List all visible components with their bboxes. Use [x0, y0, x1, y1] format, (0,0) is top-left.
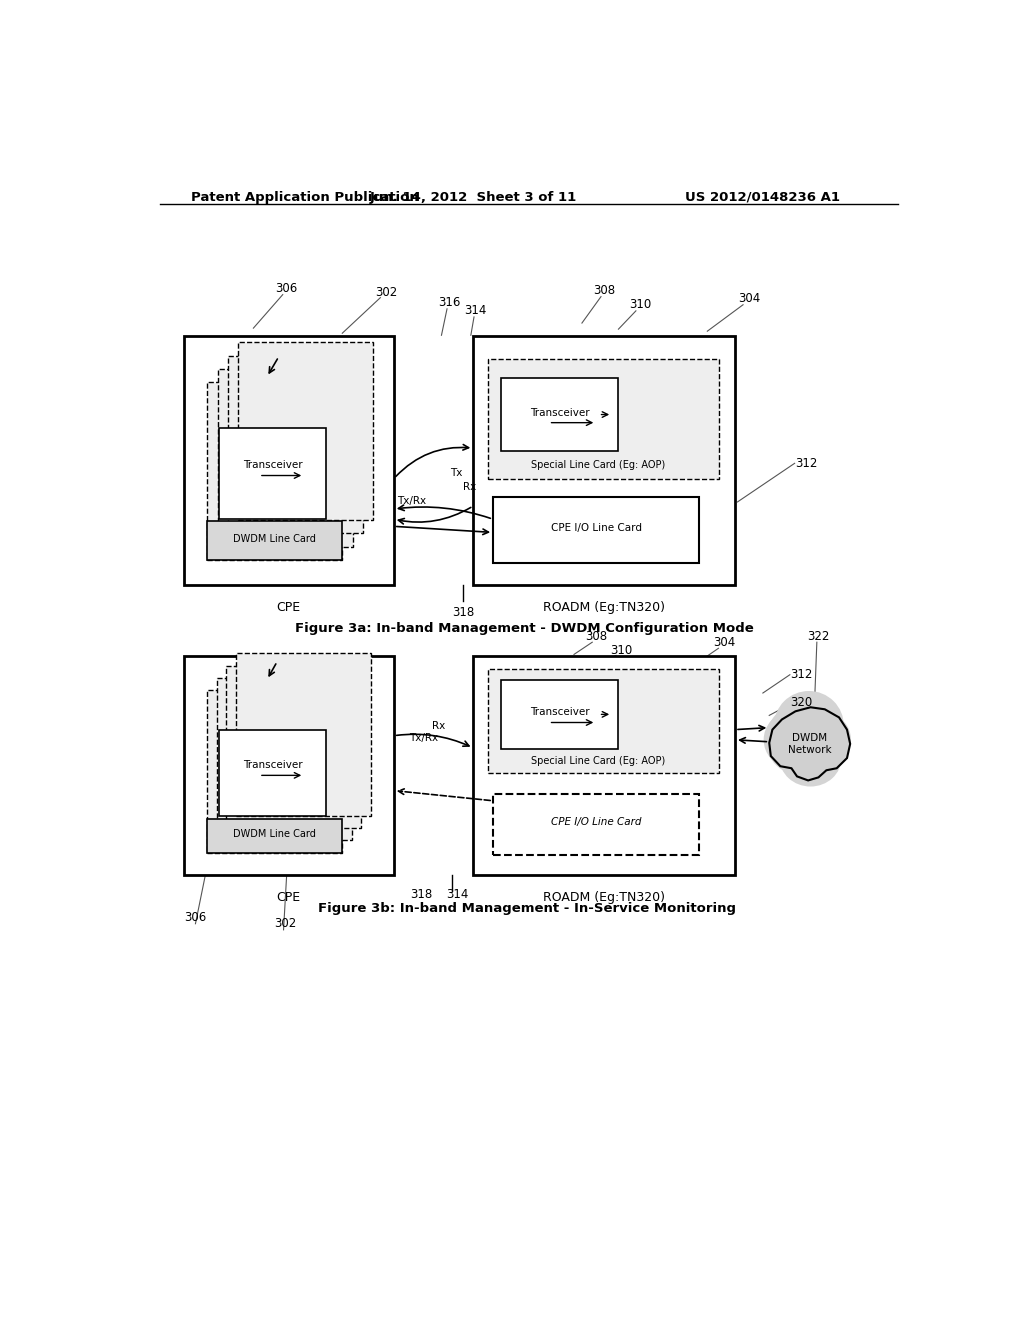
- Text: US 2012/0148236 A1: US 2012/0148236 A1: [685, 190, 841, 203]
- FancyBboxPatch shape: [207, 690, 342, 853]
- Text: Figure 3b: In-band Management - In-Service Monitoring: Figure 3b: In-band Management - In-Servi…: [318, 902, 736, 915]
- Text: Patent Application Publication: Patent Application Publication: [191, 190, 419, 203]
- FancyBboxPatch shape: [239, 342, 373, 520]
- Text: Transceiver: Transceiver: [244, 461, 303, 470]
- Text: 310: 310: [630, 298, 652, 312]
- Text: Transceiver: Transceiver: [529, 408, 590, 417]
- FancyBboxPatch shape: [473, 337, 735, 585]
- Polygon shape: [769, 708, 850, 780]
- Text: Transceiver: Transceiver: [529, 708, 590, 717]
- Text: CPE: CPE: [276, 601, 300, 614]
- Text: 310: 310: [610, 644, 633, 657]
- Text: Rx: Rx: [432, 721, 445, 730]
- Text: Transceiver: Transceiver: [244, 760, 303, 770]
- Text: 320: 320: [790, 696, 812, 709]
- Text: 308: 308: [593, 284, 615, 297]
- Text: CPE I/O Line Card: CPE I/O Line Card: [551, 817, 641, 828]
- Text: Tx/Rx: Tx/Rx: [397, 496, 427, 506]
- FancyBboxPatch shape: [473, 656, 735, 875]
- Text: DWDM Line Card: DWDM Line Card: [233, 829, 316, 840]
- Ellipse shape: [774, 690, 844, 760]
- FancyBboxPatch shape: [226, 665, 361, 828]
- Text: CPE: CPE: [276, 891, 300, 904]
- Text: ROADM (Eg:TN320): ROADM (Eg:TN320): [543, 891, 666, 904]
- FancyBboxPatch shape: [494, 496, 699, 562]
- FancyBboxPatch shape: [219, 428, 327, 519]
- Text: DWDM Line Card: DWDM Line Card: [233, 533, 316, 544]
- Text: 302: 302: [274, 917, 296, 931]
- Text: Special Line Card (Eg: AOP): Special Line Card (Eg: AOP): [531, 461, 666, 470]
- FancyBboxPatch shape: [228, 355, 362, 533]
- Text: ROADM (Eg:TN320): ROADM (Eg:TN320): [543, 601, 666, 614]
- Text: 306: 306: [275, 282, 298, 294]
- Text: 314: 314: [465, 305, 486, 317]
- Ellipse shape: [805, 714, 851, 766]
- Ellipse shape: [765, 704, 843, 776]
- FancyBboxPatch shape: [236, 653, 371, 816]
- Text: DWDM
Network: DWDM Network: [787, 733, 831, 755]
- FancyBboxPatch shape: [207, 818, 342, 853]
- Text: 312: 312: [790, 668, 812, 681]
- FancyBboxPatch shape: [501, 680, 618, 748]
- Ellipse shape: [779, 730, 842, 787]
- FancyBboxPatch shape: [219, 730, 327, 816]
- Text: 304: 304: [738, 292, 761, 305]
- Text: 316: 316: [438, 296, 461, 309]
- Text: 312: 312: [796, 457, 818, 470]
- Text: Rx: Rx: [463, 482, 476, 491]
- FancyBboxPatch shape: [183, 656, 394, 875]
- Text: 302: 302: [375, 286, 397, 300]
- Text: 314: 314: [446, 888, 469, 900]
- FancyBboxPatch shape: [501, 378, 618, 451]
- Text: Tx/Rx: Tx/Rx: [409, 733, 438, 743]
- Text: 304: 304: [714, 636, 736, 648]
- Text: Tx: Tx: [450, 469, 462, 478]
- Text: 318: 318: [452, 606, 474, 619]
- Text: Figure 3a: In-band Management - DWDM Configuration Mode: Figure 3a: In-band Management - DWDM Con…: [296, 623, 754, 635]
- Text: 318: 318: [411, 888, 433, 900]
- Text: CPE I/O Line Card: CPE I/O Line Card: [551, 523, 642, 533]
- Text: 306: 306: [184, 911, 207, 924]
- FancyBboxPatch shape: [207, 521, 342, 560]
- Text: 322: 322: [807, 630, 829, 643]
- FancyBboxPatch shape: [487, 669, 719, 774]
- FancyBboxPatch shape: [217, 677, 352, 841]
- FancyBboxPatch shape: [494, 793, 699, 854]
- FancyBboxPatch shape: [218, 368, 352, 546]
- FancyBboxPatch shape: [487, 359, 719, 479]
- Ellipse shape: [764, 713, 813, 766]
- FancyBboxPatch shape: [183, 337, 394, 585]
- Text: Jun. 14, 2012  Sheet 3 of 11: Jun. 14, 2012 Sheet 3 of 11: [370, 190, 577, 203]
- Text: Special Line Card (Eg: AOP): Special Line Card (Eg: AOP): [531, 756, 666, 766]
- FancyBboxPatch shape: [207, 381, 342, 560]
- Text: 308: 308: [585, 630, 607, 643]
